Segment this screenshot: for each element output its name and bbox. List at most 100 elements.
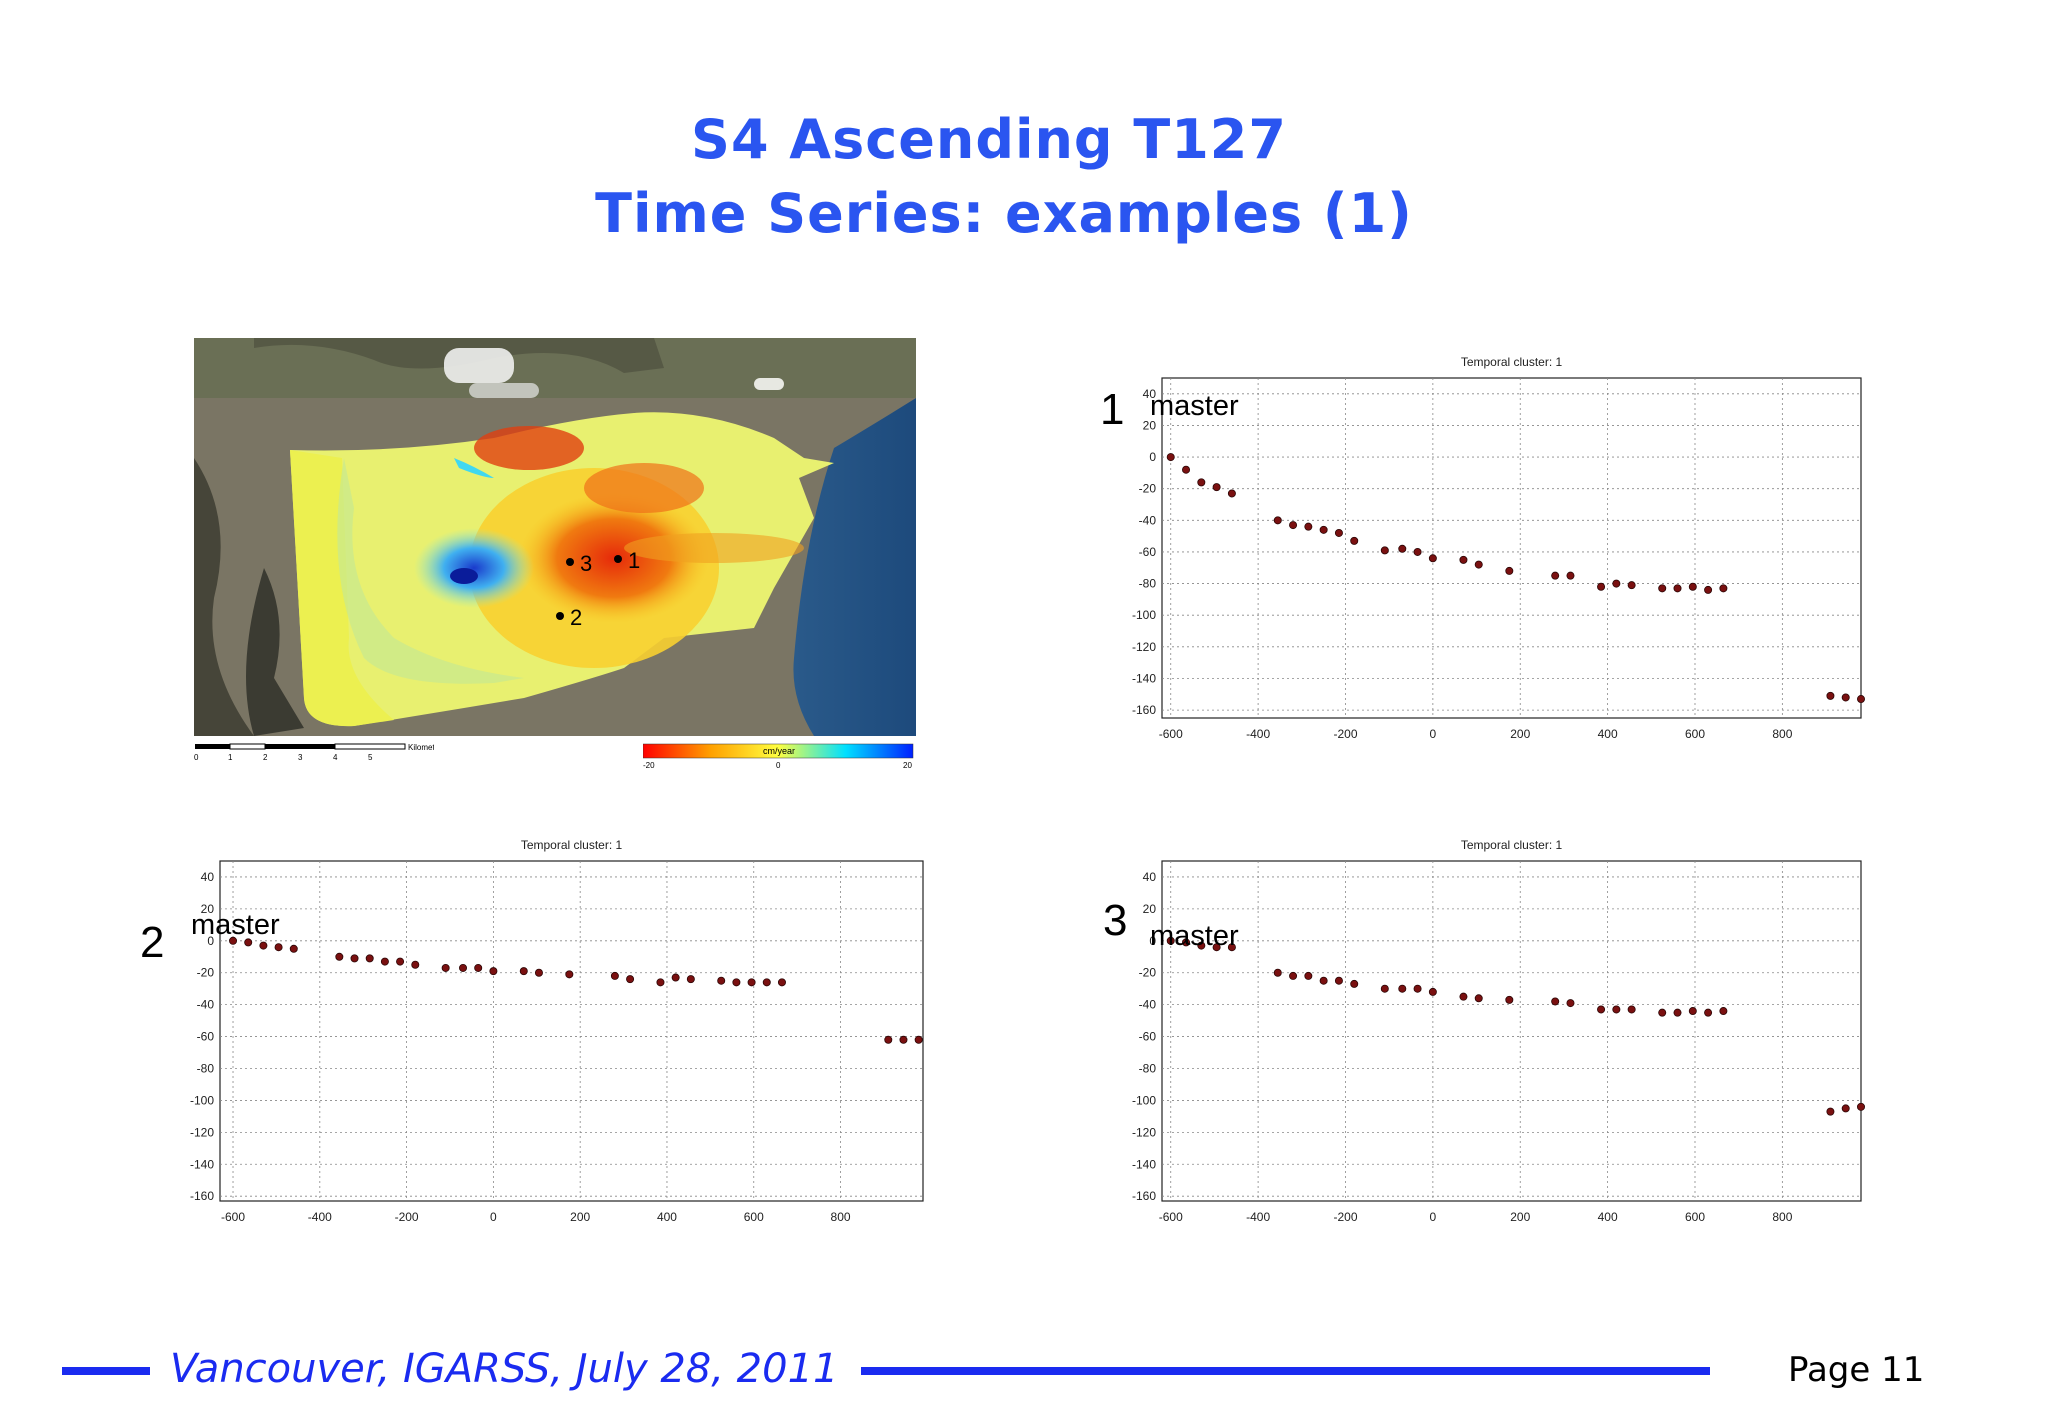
slide-title-line2: Time Series: examples (1) (595, 182, 1413, 245)
x-tick-label: -200 (1333, 1210, 1357, 1224)
data-point (1704, 1008, 1713, 1017)
y-tick-label: -20 (197, 966, 215, 980)
data-point (1428, 987, 1437, 996)
y-tick-label: -80 (197, 1062, 215, 1076)
slide-title-line1: S4 Ascending T127 (691, 108, 1287, 171)
data-point (1597, 1005, 1606, 1014)
y-tick-label: -80 (1139, 577, 1157, 591)
data-point (1398, 544, 1407, 553)
data-point (1350, 536, 1359, 545)
data-point (1304, 522, 1313, 531)
scalebar-tick: 3 (298, 753, 303, 762)
data-point (1673, 1008, 1682, 1017)
y-tick-label: -140 (190, 1157, 214, 1171)
colorbar-tick: 0 (776, 761, 781, 770)
data-point (1197, 478, 1206, 487)
data-point (671, 973, 680, 982)
plot2-number: 2 (140, 918, 165, 967)
data-point (1658, 584, 1667, 593)
map-point-2: 2 (556, 605, 582, 630)
x-tick-label: -200 (395, 1210, 419, 1224)
data-point (1841, 693, 1850, 702)
y-tick-label: -40 (1139, 998, 1157, 1012)
timeseries-plot-3: Temporal cluster: 1 -600 -400 -200 0 200 400 60… (1122, 833, 1882, 1233)
x-tick-label: 600 (1685, 1210, 1705, 1224)
y-tick-label: -80 (1139, 1062, 1157, 1076)
y-tick-label: -120 (1132, 1125, 1156, 1139)
data-point (1566, 571, 1575, 580)
colorbar-title: cm/year (763, 746, 795, 756)
data-point (1841, 1104, 1850, 1113)
y-tick-label: 20 (1143, 902, 1157, 916)
data-point (1319, 525, 1328, 534)
x-tick-label: -400 (308, 1210, 332, 1224)
data-point (1505, 566, 1514, 575)
data-point (1212, 943, 1221, 952)
plot-frame (1161, 860, 1862, 1202)
x-tick-label: 400 (1598, 727, 1618, 741)
y-tick-label: -20 (1139, 482, 1157, 496)
map-point-1: 1 (614, 548, 640, 573)
data-point (1227, 489, 1236, 498)
data-point (1627, 581, 1636, 590)
y-tick-label: 20 (201, 902, 215, 916)
data-point (380, 957, 389, 966)
plot1-master-label: master (1150, 390, 1239, 422)
plot1-number: 1 (1100, 385, 1125, 434)
footer-rule-left (62, 1367, 150, 1375)
data-point (610, 971, 619, 980)
x-tick-label: 400 (657, 1210, 677, 1224)
sea-area (793, 398, 916, 736)
data-point (1673, 584, 1682, 593)
x-tick-label: 400 (1598, 1210, 1618, 1224)
x-tick-label: -600 (221, 1210, 245, 1224)
data-point (777, 978, 786, 987)
data-point (244, 938, 253, 947)
data-point (274, 943, 283, 952)
chart-title: Temporal cluster: 1 (1461, 355, 1563, 369)
data-point (565, 970, 574, 979)
data-point (1551, 997, 1560, 1006)
data-point (884, 1035, 893, 1044)
data-point (335, 952, 344, 961)
y-tick-label: -140 (1132, 1157, 1156, 1171)
data-point (1289, 971, 1298, 980)
map-point-3: 3 (566, 551, 592, 576)
scalebar-tick: 4 (333, 753, 338, 762)
data-point (717, 976, 726, 985)
data-point (1612, 579, 1621, 588)
map-point-3-label: 3 (580, 551, 592, 576)
x-tick-label: 0 (1430, 1210, 1437, 1224)
scalebar-tick: 0 (194, 753, 199, 762)
data-point (1380, 984, 1389, 993)
plot2-master-label: master (191, 909, 280, 941)
data-point (1719, 1007, 1728, 1016)
data-point (1505, 995, 1514, 1004)
data-point (1319, 976, 1328, 985)
y-tick-label: -60 (1139, 1030, 1157, 1044)
y-tick-label: -100 (190, 1093, 214, 1107)
data-point (1719, 584, 1728, 593)
data-point (1380, 546, 1389, 555)
x-tick-label: 600 (744, 1210, 764, 1224)
data-point (1166, 453, 1175, 462)
data-point (1826, 691, 1835, 700)
data-point (1688, 582, 1697, 591)
y-tick-label: -160 (1132, 1189, 1156, 1203)
data-point (1704, 585, 1713, 594)
colorbar-tick: 20 (903, 761, 912, 770)
data-point (1273, 516, 1282, 525)
data-point (1612, 1005, 1621, 1014)
map-scalebar: Kilometers 0 1 2 3 4 5 (194, 742, 446, 772)
data-point (686, 975, 695, 984)
data-point (1413, 547, 1422, 556)
x-tick-label: -400 (1246, 727, 1270, 741)
plot3-master-label: master (1150, 920, 1239, 952)
x-tick-label: 200 (570, 1210, 590, 1224)
x-tick-label: -600 (1159, 727, 1183, 741)
y-tick-label: 40 (1143, 387, 1157, 401)
data-point (1597, 582, 1606, 591)
y-tick-label: -160 (190, 1189, 214, 1203)
data-point (365, 954, 374, 963)
velocity-colorbar: cm/year -20 0 20 (642, 742, 915, 772)
